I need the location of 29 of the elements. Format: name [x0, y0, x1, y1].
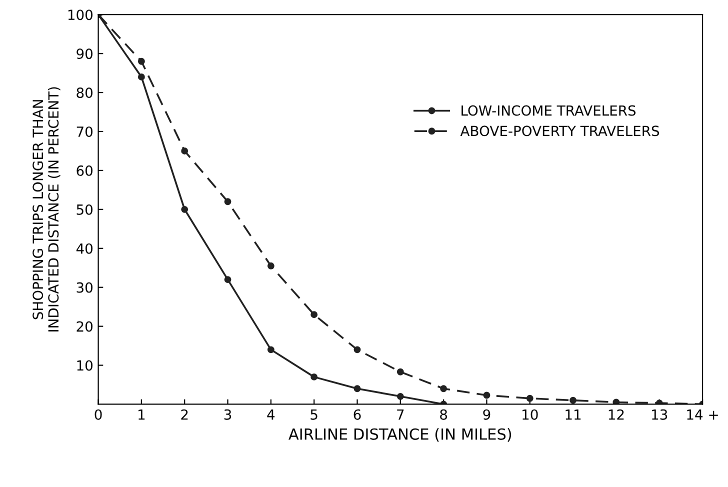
legend-label: ABOVE-POVERTY TRAVELERS — [460, 126, 660, 136]
x-axis-title: AIRLINE DISTANCE (IN MILES) — [288, 428, 512, 442]
y-tick-label: 60 — [76, 165, 92, 176]
y-tick-label: 10 — [77, 360, 92, 371]
x-tick-label: 12 — [608, 409, 624, 420]
y-tick-label: 50 — [76, 204, 92, 215]
legend-label: LOW-INCOME TRAVELERS — [462, 105, 636, 116]
x-tick-label: 4 — [267, 410, 275, 420]
y-tick-label: 70 — [76, 126, 92, 137]
x-tick-label: 8 — [440, 409, 448, 420]
x-tick-label: 9 — [483, 409, 490, 420]
x-tick-label: 2 — [181, 409, 188, 420]
x-tick-label: 5 — [310, 410, 318, 420]
x-tick-label: 1 — [138, 410, 145, 420]
x-tick-label: 14 + — [687, 410, 718, 420]
x-tick-label: 13 — [652, 409, 668, 420]
x-tick-label: 3 — [224, 409, 232, 420]
x-tick-label: 11 — [566, 410, 581, 420]
y-tick-label: 80 — [76, 88, 92, 98]
y-tick-label: 20 — [76, 321, 92, 332]
y-tick-label: 100 — [68, 10, 92, 20]
x-tick-label: 6 — [354, 409, 361, 420]
x-tick-label: 10 — [522, 409, 538, 420]
x-tick-label: 0 — [94, 409, 102, 420]
y-tick-label: 40 — [76, 243, 92, 254]
y-axis-title: SHOPPING TRIPS LONGER THAN INDICATED DISTANCE (IN PERCENT) — [32, 87, 60, 332]
y-tick-label: 90 — [76, 48, 92, 60]
x-tick-label: 7 — [397, 410, 404, 420]
y-tick-label: 30 — [76, 282, 92, 293]
